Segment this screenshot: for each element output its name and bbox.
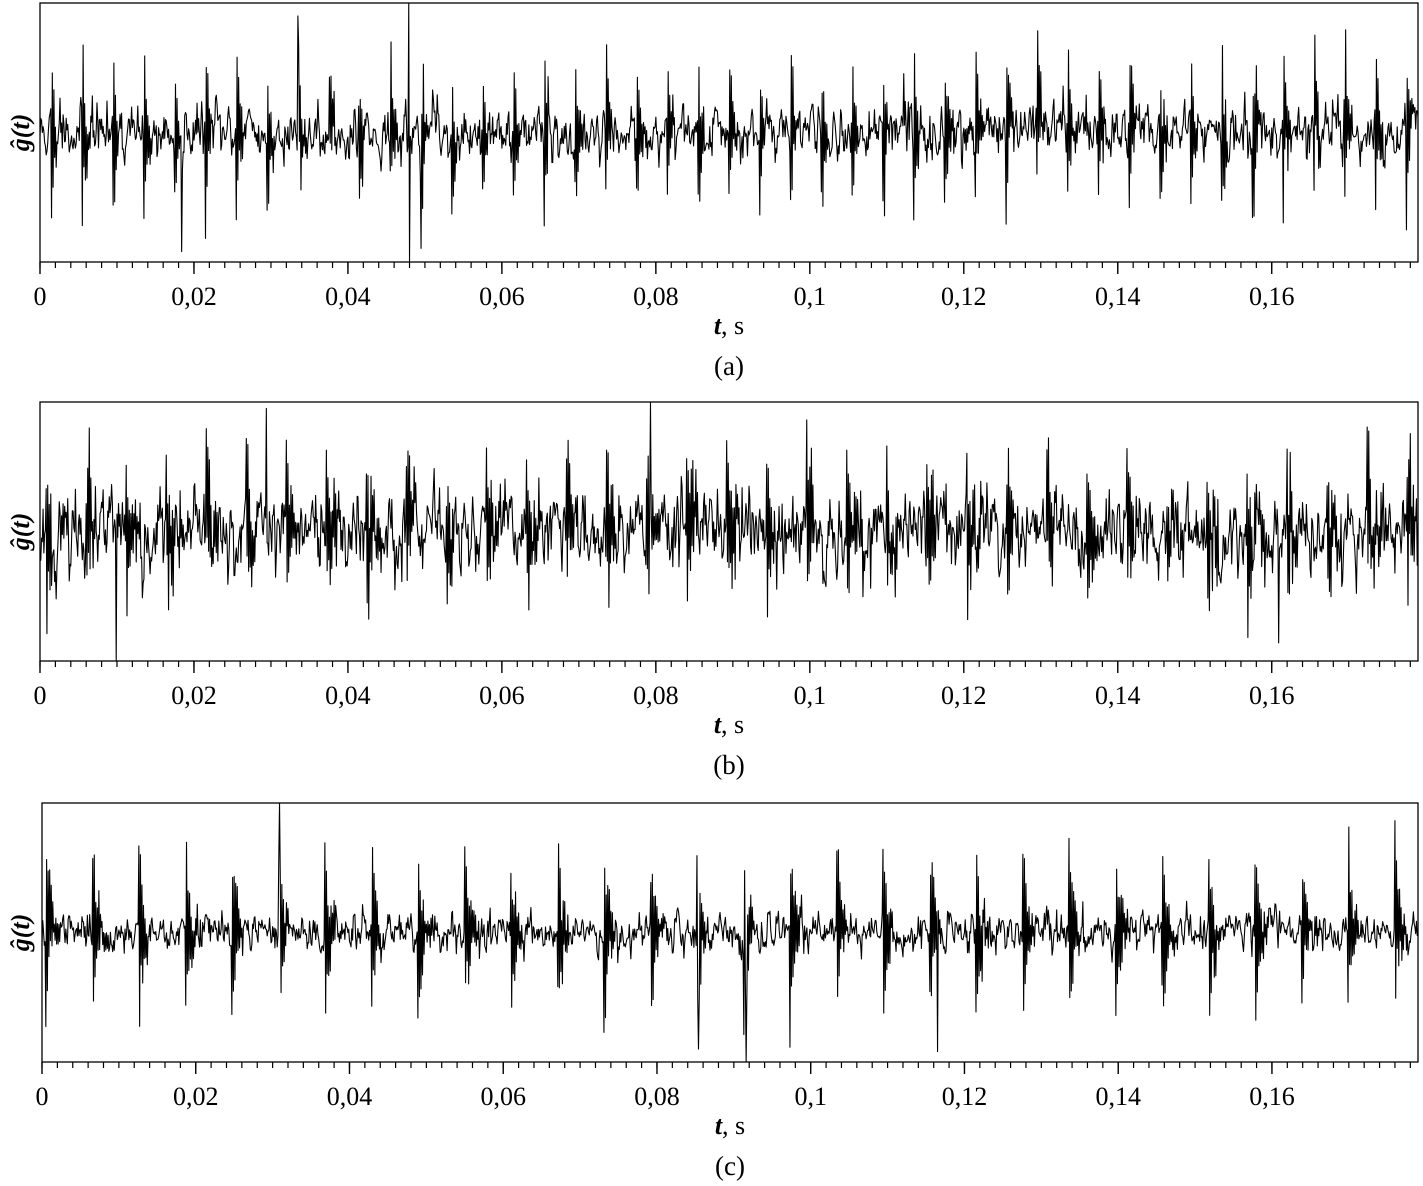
signal-line xyxy=(39,401,1419,662)
y-axis-label: ĝ(t) xyxy=(6,914,35,953)
x-tick-label: 0,06 xyxy=(479,681,525,710)
panel-c: 0 0,02 0,04 0,06 0,08 0,1 0,12 0,14 0,16 t, s (c) ĝ… xyxy=(6,802,1419,1181)
x-tick-label: 0,02 xyxy=(171,282,217,311)
signal-line xyxy=(39,2,1419,263)
x-tick-label: 0,14 xyxy=(1095,1082,1141,1111)
x-tick-label: 0,04 xyxy=(325,681,371,710)
x-axis-var: t xyxy=(714,311,722,340)
x-tick-label: 0,06 xyxy=(479,282,525,311)
signal-line xyxy=(41,802,1419,1063)
y-axis-label: ĝ(t) xyxy=(6,114,35,153)
x-tick-label: 0,08 xyxy=(633,681,679,710)
x-tick-label: 0,08 xyxy=(634,1082,680,1111)
x-tick-label: 0,14 xyxy=(1095,282,1141,311)
x-axis-unit: , s xyxy=(722,1111,745,1140)
x-tick-label: 0,12 xyxy=(941,282,987,311)
x-tick-label: 0,1 xyxy=(794,282,827,311)
x-axis-var: t xyxy=(715,1111,723,1140)
x-tick-label: 0,16 xyxy=(1249,282,1295,311)
x-tick-label: 0 xyxy=(34,681,47,710)
x-tick-label: 0,04 xyxy=(325,282,371,311)
x-tick-label: 0 xyxy=(34,282,47,311)
x-tick-label: 0,04 xyxy=(327,1082,373,1111)
x-tick-label: 0,12 xyxy=(941,681,987,710)
x-tick-label: 0,12 xyxy=(942,1082,988,1111)
x-axis-label: t, s xyxy=(715,1111,745,1140)
x-tick-label: 0,1 xyxy=(794,681,827,710)
panel-caption: (a) xyxy=(714,351,744,381)
panel-caption: (b) xyxy=(713,750,744,780)
x-tick-label: 0,16 xyxy=(1249,1082,1295,1111)
panel-a: 0 0,02 0,04 0,06 0,08 0,1 0,12 0,14 0,16 t, s (a) ĝ… xyxy=(6,2,1419,381)
x-axis-label: t, s xyxy=(714,710,744,739)
panel-caption: (c) xyxy=(715,1151,745,1181)
x-axis-unit: , s xyxy=(721,710,744,739)
x-tick-label: 0,14 xyxy=(1095,681,1141,710)
x-axis-var: t xyxy=(714,710,722,739)
x-tick-label: 0 xyxy=(36,1082,49,1111)
x-tick-label: 0,02 xyxy=(171,681,217,710)
x-tick-label: 0,08 xyxy=(633,282,679,311)
x-axis-label: t, s xyxy=(714,311,744,340)
x-tick-label: 0,06 xyxy=(480,1082,526,1111)
y-axis-label: ĝ(t) xyxy=(6,513,35,552)
x-tick-label: 0,16 xyxy=(1249,681,1295,710)
x-tick-label: 0,02 xyxy=(173,1082,219,1111)
panel-b: 0 0,02 0,04 0,06 0,08 0,1 0,12 0,14 0,16 t, s (b) ĝ… xyxy=(6,401,1419,780)
x-axis-unit: , s xyxy=(721,311,744,340)
x-tick-label: 0,1 xyxy=(794,1082,827,1111)
